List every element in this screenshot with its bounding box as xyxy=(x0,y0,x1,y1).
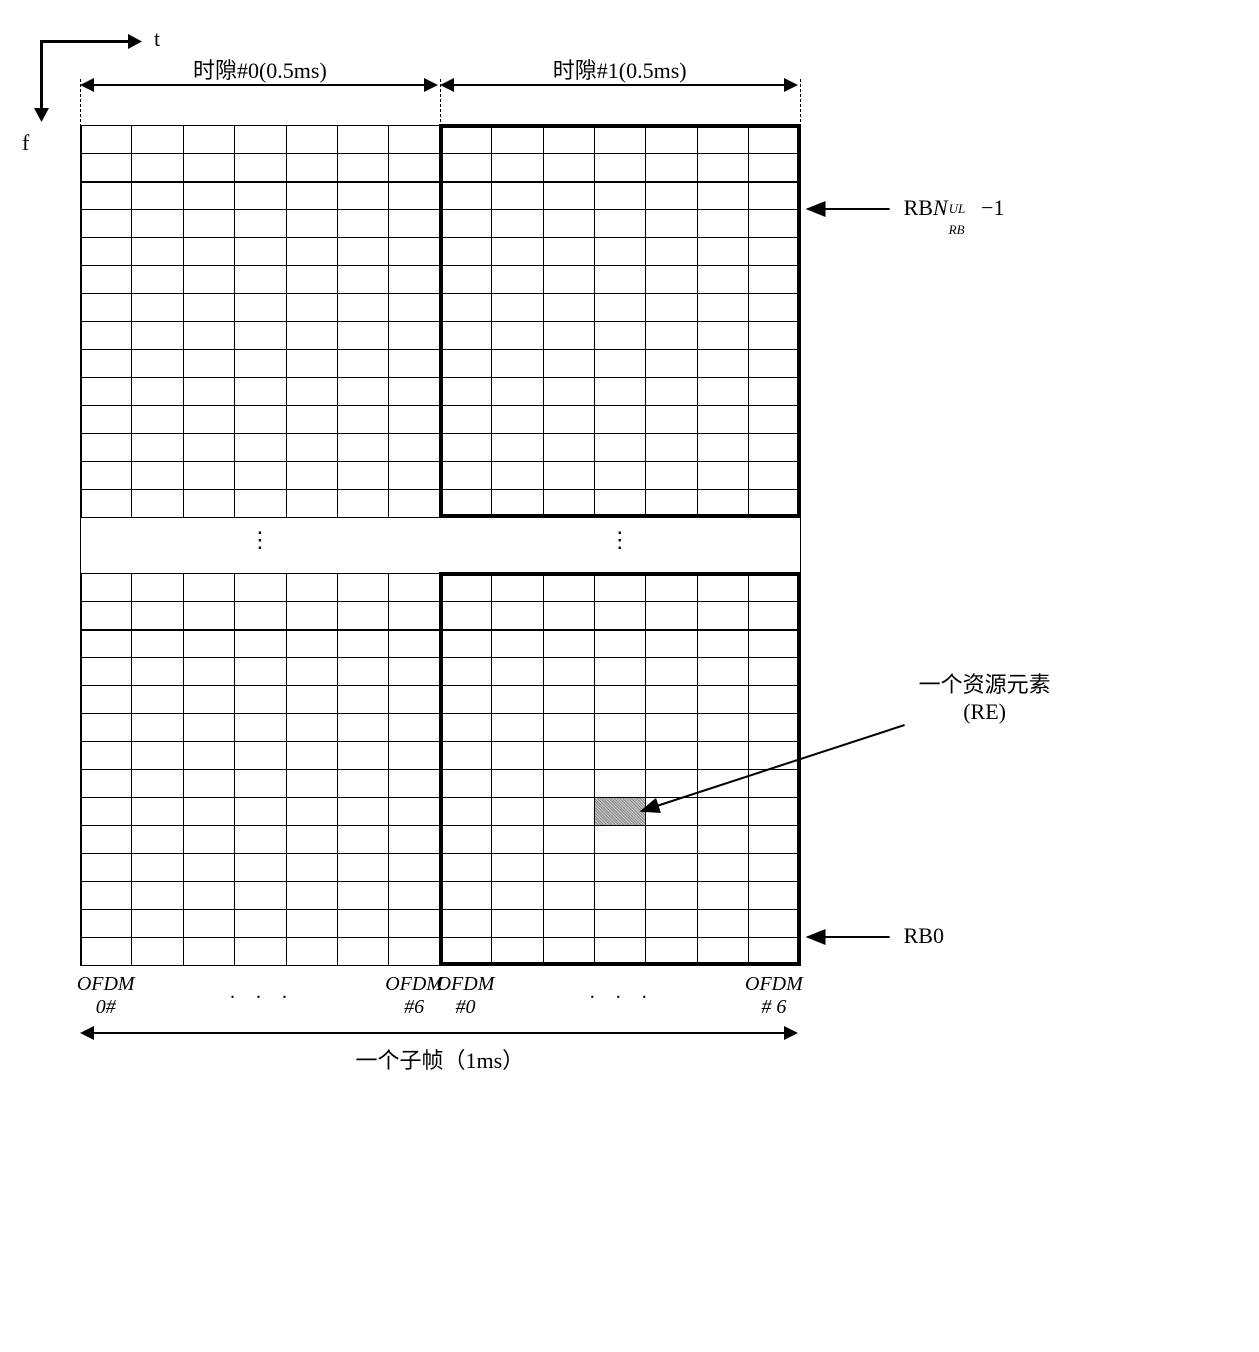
ofdm-label-s1-first: OFDM #0 xyxy=(437,973,495,1018)
ofdm-dots-s0: . . . xyxy=(230,981,295,1003)
re-label-line2: (RE) xyxy=(895,699,1075,725)
axis-t-label: t xyxy=(154,26,160,51)
subframe-label: 一个子帧（1ms） xyxy=(355,1048,524,1073)
slot1-label: 时隙#1(0.5ms) xyxy=(440,53,800,85)
ofdm-label-s1-last: OFDM # 6 xyxy=(745,973,803,1018)
ellipsis-slot0: ⋮ xyxy=(249,527,271,552)
ofdm-label-s0-first: OFDM 0# xyxy=(77,973,135,1018)
rb-label-bottom: RB0 xyxy=(904,923,944,949)
re-annotation: 一个资源元素 (RE) xyxy=(895,667,1075,725)
resource-element-highlight xyxy=(595,798,645,825)
axis-f-label: f xyxy=(22,130,29,155)
slot0-label: 时隙#0(0.5ms) xyxy=(80,53,440,85)
ofdm-dots-s1: . . . xyxy=(590,981,655,1003)
rb-label-top: RBNULRB −1 xyxy=(904,195,1005,221)
re-label-line1: 一个资源元素 xyxy=(895,667,1075,699)
ellipsis-slot1: ⋮ xyxy=(609,527,631,552)
